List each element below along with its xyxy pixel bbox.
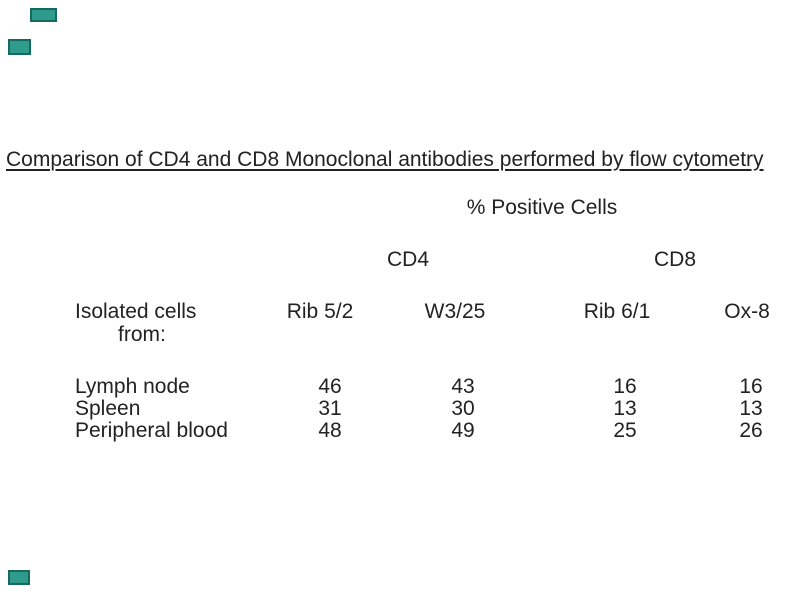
table-cell: 26 — [739, 419, 763, 442]
figure-title: Comparison of CD4 and CD8 Monoclonal ant… — [6, 148, 764, 171]
table-cell: 16 — [739, 375, 763, 398]
row-header-from: from: — [118, 323, 166, 346]
table-cell: 46 — [318, 375, 342, 398]
row-header-isolated-cells: Isolated cells — [75, 300, 197, 323]
percent-positive-label: % Positive Cells — [466, 196, 618, 219]
column-header-ox-8: Ox-8 — [724, 300, 770, 323]
teal-marker-top-1 — [30, 8, 57, 22]
table-cell: 48 — [318, 419, 342, 442]
table-cell: 25 — [613, 419, 637, 442]
table-cell: 16 — [613, 375, 637, 398]
row-label-peripheral-blood: Peripheral blood — [75, 419, 228, 442]
table-cell: 30 — [451, 397, 475, 420]
column-header-rib-6-1: Rib 6/1 — [583, 300, 651, 323]
row-label-spleen: Spleen — [75, 397, 141, 420]
group-header-cd4: CD4 — [386, 248, 430, 271]
teal-marker-bottom — [8, 570, 30, 585]
table-cell: 49 — [451, 419, 475, 442]
table-cell: 13 — [739, 397, 763, 420]
column-header-w3-25: W3/25 — [424, 300, 486, 323]
table-cell: 31 — [318, 397, 342, 420]
group-header-cd8: CD8 — [653, 248, 697, 271]
table-cell: 43 — [451, 375, 475, 398]
teal-marker-top-2 — [8, 39, 31, 55]
row-label-lymph-node: Lymph node — [75, 375, 190, 398]
column-header-rib-5-2: Rib 5/2 — [286, 300, 354, 323]
table-cell: 13 — [613, 397, 637, 420]
